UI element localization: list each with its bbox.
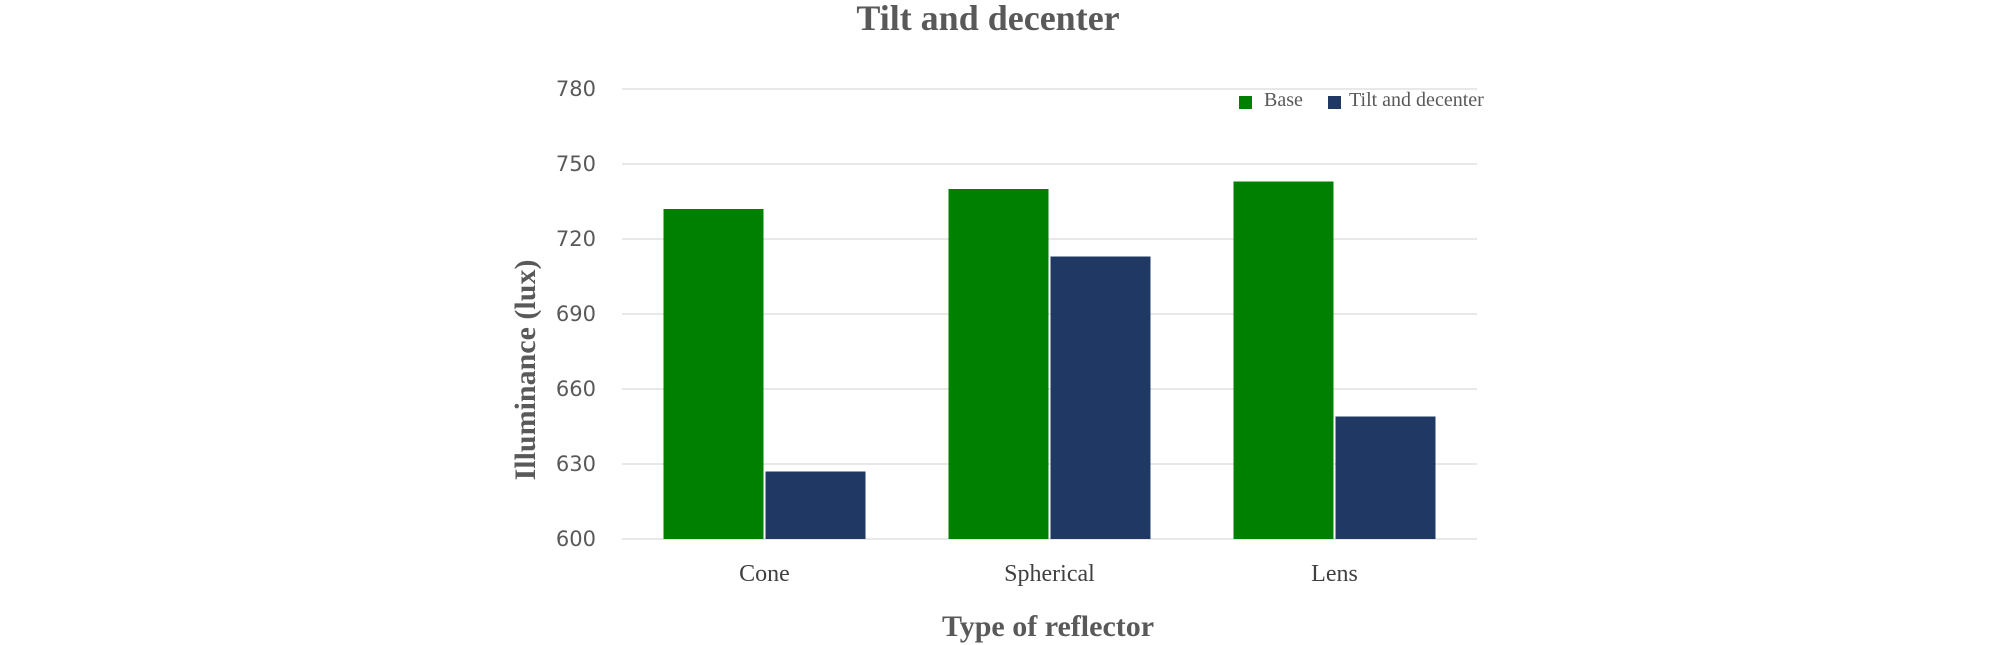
y-tick-label: 720 xyxy=(556,227,596,251)
y-tick-label: 660 xyxy=(556,377,596,401)
legend-swatch xyxy=(1328,96,1341,109)
chart-title: Tilt and decenter xyxy=(856,0,1119,38)
y-tick-label: 780 xyxy=(556,77,596,101)
bars xyxy=(663,181,1436,539)
x-tick-label: Spherical xyxy=(1004,561,1095,587)
y-axis-ticks: 600 630 660 690 720 750 780 xyxy=(556,77,596,551)
x-axis-title: Type of reflector xyxy=(942,610,1154,643)
bar-tilt-and-decenter-cone xyxy=(765,471,866,539)
y-tick-label: 750 xyxy=(556,152,596,176)
y-tick-label: 600 xyxy=(556,527,596,551)
x-axis-ticks: Cone Spherical Lens xyxy=(739,561,1358,587)
bar-base-lens xyxy=(1233,181,1334,539)
bar-tilt-and-decenter-spherical xyxy=(1050,256,1151,539)
bar-base-cone xyxy=(663,209,764,539)
y-tick-label: 630 xyxy=(556,452,596,476)
legend-swatch xyxy=(1239,96,1252,109)
x-tick-label: Cone xyxy=(739,561,790,587)
y-axis-title: Illuminance (lux) xyxy=(509,260,542,481)
x-tick-label: Lens xyxy=(1311,561,1358,587)
legend-label: Tilt and decenter xyxy=(1349,89,1484,111)
gridlines xyxy=(622,88,1477,540)
bar-tilt-and-decenter-lens xyxy=(1335,416,1436,539)
y-tick-label: 690 xyxy=(556,302,596,326)
bar-base-spherical xyxy=(948,189,1049,539)
legend-label: Base xyxy=(1264,89,1303,111)
legend: Base Tilt and decenter xyxy=(1239,89,1484,111)
